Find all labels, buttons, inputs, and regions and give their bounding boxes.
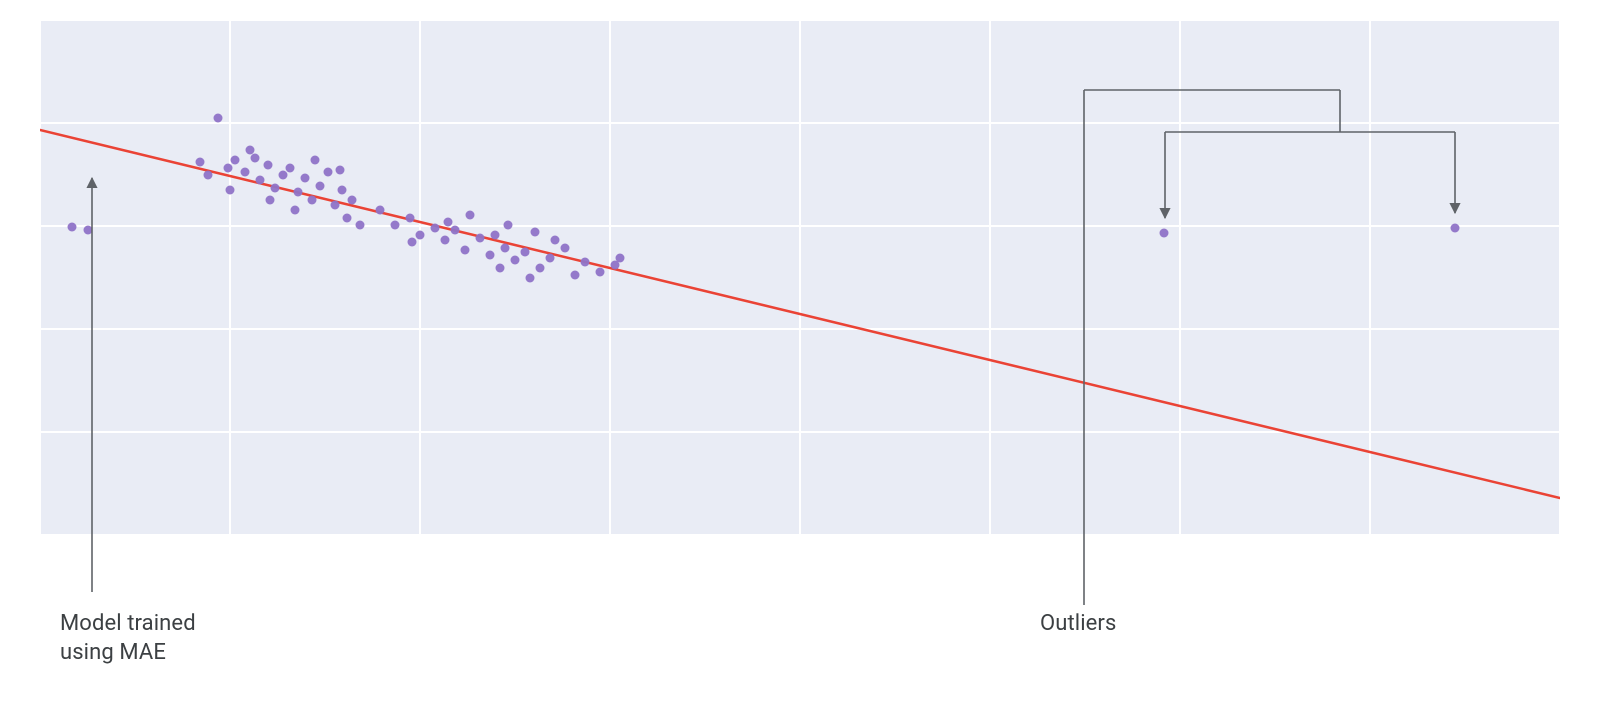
- chart-svg: [0, 0, 1600, 711]
- data-point: [231, 156, 240, 165]
- data-point: [408, 238, 417, 247]
- data-point: [316, 182, 325, 191]
- data-point: [343, 214, 352, 223]
- data-point: [511, 256, 520, 265]
- data-point: [546, 254, 555, 263]
- data-point: [226, 186, 235, 195]
- data-point: [241, 168, 250, 177]
- data-point: [294, 188, 303, 197]
- data-point: [571, 271, 580, 280]
- data-point: [501, 244, 510, 253]
- data-point: [496, 264, 505, 273]
- data-point: [324, 168, 333, 177]
- data-point: [504, 221, 513, 230]
- data-point: [84, 226, 93, 235]
- data-point: [356, 221, 365, 230]
- data-point: [561, 244, 570, 253]
- data-point: [406, 214, 415, 223]
- data-point: [536, 264, 545, 273]
- data-point: [461, 246, 470, 255]
- data-point: [331, 201, 340, 210]
- data-point: [266, 196, 275, 205]
- data-point: [431, 224, 440, 233]
- data-point: [224, 164, 233, 173]
- data-point: [256, 176, 265, 185]
- data-point: [596, 268, 605, 277]
- data-point: [68, 223, 77, 232]
- data-point: [308, 196, 317, 205]
- data-point: [416, 231, 425, 240]
- data-point: [444, 218, 453, 227]
- data-point: [301, 174, 310, 183]
- data-point: [291, 206, 300, 215]
- data-point: [336, 166, 345, 175]
- data-point: [376, 206, 385, 215]
- data-point: [311, 156, 320, 165]
- data-point: [271, 184, 280, 193]
- chart-container: Model trained using MAE Outliers: [0, 0, 1600, 711]
- data-point: [348, 196, 357, 205]
- annotation-model-label: Model trained using MAE: [60, 610, 196, 667]
- plot-area: [40, 20, 1560, 535]
- data-point: [551, 236, 560, 245]
- data-point: [526, 274, 535, 283]
- data-point: [476, 234, 485, 243]
- data-point: [391, 221, 400, 230]
- data-point: [486, 251, 495, 260]
- data-point: [204, 171, 213, 180]
- data-point: [441, 236, 450, 245]
- data-point: [246, 146, 255, 155]
- data-point: [286, 164, 295, 173]
- data-point: [196, 158, 205, 167]
- data-point: [531, 228, 540, 237]
- data-point: [466, 211, 475, 220]
- data-point: [279, 171, 288, 180]
- data-point: [616, 254, 625, 263]
- data-point: [581, 258, 590, 267]
- data-point: [264, 161, 273, 170]
- data-point: [251, 154, 260, 163]
- data-point: [338, 186, 347, 195]
- data-point: [1451, 224, 1460, 233]
- data-point: [521, 248, 530, 257]
- data-point: [491, 231, 500, 240]
- data-point: [451, 226, 460, 235]
- data-point: [214, 114, 223, 123]
- annotation-outliers-label: Outliers: [1040, 610, 1116, 639]
- data-point: [1160, 229, 1169, 238]
